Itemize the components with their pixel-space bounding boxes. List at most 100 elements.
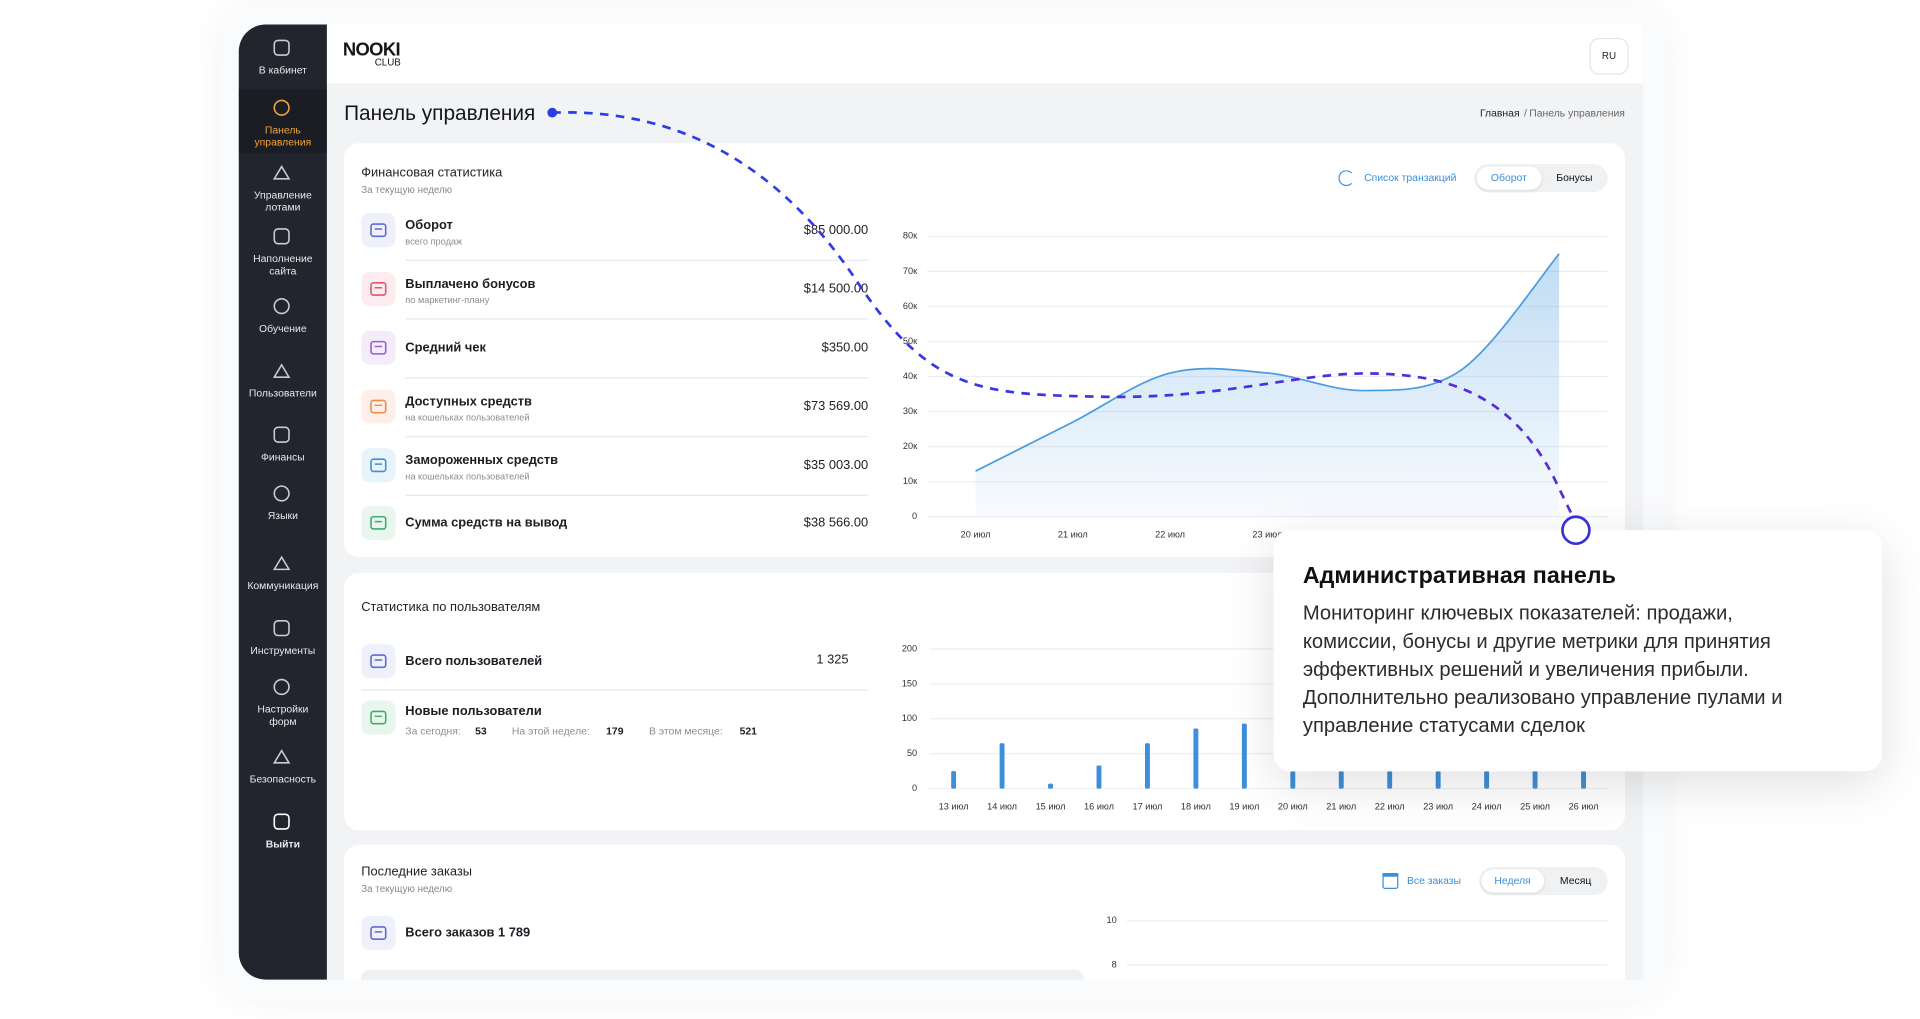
sidebar-text[interactable]: Безопасность: [249, 772, 317, 785]
bar: [1096, 765, 1102, 789]
sidebar-text[interactable]: Настройки форм: [257, 702, 309, 728]
row-icon: [361, 505, 396, 541]
sidebar-icon[interactable]: [272, 227, 292, 247]
y-tick-label: 80к: [903, 231, 918, 241]
link[interactable]: Список транзакций: [1364, 171, 1457, 184]
card: [344, 844, 1625, 980]
sidebar-icon[interactable]: [272, 163, 292, 183]
x-tick-label: 19 июл: [1229, 801, 1259, 811]
sidebar-text[interactable]: Наполнение сайта: [253, 252, 313, 277]
sidebar-icon[interactable]: [272, 747, 292, 767]
sidebar-text[interactable]: Обучение: [259, 322, 307, 335]
sidebar-label[interactable]: Выйти: [246, 838, 319, 850]
sidebar-icon[interactable]: [272, 98, 292, 118]
row-label: Средний чек: [405, 340, 486, 356]
y-tick-label: 40к: [903, 371, 918, 381]
sidebar-text[interactable]: Управление лотами: [253, 188, 312, 214]
bar: [1532, 771, 1538, 789]
curve-end: [1561, 515, 1591, 546]
lang-button[interactable]: RU: [1589, 37, 1629, 75]
sidebar-icon[interactable]: [272, 812, 292, 832]
y-tick-label: 70к: [903, 266, 918, 276]
tab-active[interactable]: Оборот: [1476, 166, 1542, 190]
row-label: Всего заказов 1 789: [405, 925, 531, 941]
sidebar-text[interactable]: Языки: [267, 509, 298, 522]
divider: [405, 435, 869, 438]
row-label: Оборот: [405, 217, 453, 233]
x-tick-label: 17 июл: [1132, 801, 1162, 811]
tab[interactable]: Месяц: [1559, 874, 1592, 887]
y-tick-label: 50к: [903, 336, 918, 346]
y-tick-label: 200: [902, 643, 917, 653]
bar: [1290, 771, 1296, 789]
stat-value: 521: [739, 724, 757, 738]
sidebar-label[interactable]: Обучение: [246, 322, 319, 334]
popup-title: Административная панель: [1302, 563, 1616, 589]
sidebar-label[interactable]: Безопасность: [246, 773, 319, 785]
breadcrumb-home[interactable]: Главная: [1479, 106, 1520, 119]
sidebar-label[interactable]: Инструменты: [246, 644, 319, 656]
x-tick-label: 26 июл: [1569, 801, 1599, 811]
sidebar-text[interactable]: Панель управления: [254, 123, 312, 149]
x-tick-label: 21 июл: [1326, 801, 1356, 811]
bar: [1048, 783, 1053, 789]
row-value: $35 003.00: [803, 457, 869, 473]
row-icon: [361, 213, 396, 248]
sidebar-label[interactable]: Пользователи: [246, 387, 319, 399]
bar: [1241, 723, 1247, 789]
page-title: Панель управления: [344, 101, 536, 125]
stat-label: В этом месяце:: [648, 724, 723, 738]
row-value: $38 566.00: [803, 515, 869, 531]
y-tick-label: 0: [912, 511, 917, 521]
row-icon: [361, 389, 396, 424]
sidebar-text[interactable]: Пользователи: [248, 386, 317, 400]
sidebar-text[interactable]: В кабинет: [258, 63, 307, 76]
sidebar-text[interactable]: Выйти: [265, 837, 301, 850]
divider: [405, 318, 869, 320]
x-tick-label: 20 июл: [1278, 801, 1308, 811]
popup-text: Дополнительно реализовано управление пул…: [1302, 686, 1783, 709]
charts: 0 10к 20к 30к 40к 50к 60к 70к 80к 20 июл 21 июл 22 …: [902, 231, 1608, 969]
x-tick-label: 20 июл: [961, 530, 991, 540]
area: [975, 253, 1560, 517]
popup-text: эффективных решений и увеличения прибыли…: [1302, 658, 1749, 681]
x-tick-label: 16 июл: [1084, 801, 1114, 811]
sidebar-label[interactable]: Управление лотами: [246, 189, 319, 213]
popup-text: Мониторинг ключевых показателей: продажи…: [1302, 602, 1733, 625]
line: [975, 253, 1560, 472]
sidebar-label[interactable]: В кабинет: [246, 64, 319, 76]
tab-active[interactable]: Неделя: [1481, 869, 1544, 893]
row-icon: [361, 700, 396, 735]
sidebar-label[interactable]: Языки: [246, 509, 319, 521]
sidebar-icon[interactable]: [272, 618, 292, 638]
sidebar-label[interactable]: Панель управления: [246, 124, 319, 148]
tab[interactable]: Бонусы: [1556, 171, 1593, 184]
row-label: Сумма средств на вывод: [405, 515, 568, 531]
sidebar-icon[interactable]: [272, 484, 292, 504]
row-label: Выплачено бонусов: [405, 276, 536, 292]
sidebar-icon[interactable]: [272, 361, 292, 381]
sidebar-icon[interactable]: [272, 553, 292, 573]
card-subtitle: За текущую неделю: [361, 184, 453, 196]
sidebar-label[interactable]: Финансы: [246, 451, 319, 463]
row-label: Замороженных средств: [405, 453, 559, 468]
sidebar-text[interactable]: Коммуникация: [247, 579, 319, 592]
sidebar-label[interactable]: Коммуникация: [246, 579, 319, 591]
sidebar-text[interactable]: Финансы: [261, 450, 305, 463]
bar: [1435, 771, 1441, 789]
sidebar-text[interactable]: Инструменты: [250, 644, 316, 657]
sidebar-label[interactable]: Наполнение сайта: [246, 252, 319, 276]
y-tick-label: 150: [902, 678, 917, 688]
sidebar-icon[interactable]: [272, 296, 292, 316]
sidebar-icon[interactable]: [272, 38, 292, 58]
sidebar-icon[interactable]: [272, 677, 292, 697]
link[interactable]: Все заказы: [1406, 874, 1462, 887]
sidebar-icon[interactable]: [272, 425, 292, 445]
row-sub: всего продаж: [405, 235, 463, 247]
stat-label: На этой неделе:: [511, 724, 590, 738]
bar: [951, 771, 957, 789]
row-sub: на кошельках пользователей: [405, 470, 530, 482]
sidebar-label[interactable]: Настройки форм: [246, 703, 319, 727]
